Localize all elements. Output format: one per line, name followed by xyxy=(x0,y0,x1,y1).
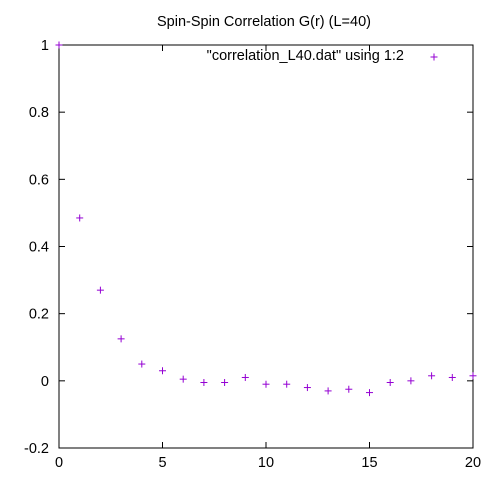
y-tick-label: 0 xyxy=(41,374,49,390)
data-point xyxy=(242,374,249,381)
data-point xyxy=(97,287,104,294)
data-points xyxy=(56,42,477,397)
chart-title: Spin-Spin Correlation G(r) (L=40) xyxy=(157,14,371,30)
x-tick-label: 10 xyxy=(258,455,274,471)
data-point xyxy=(428,372,435,379)
y-tick-label: 0.8 xyxy=(29,105,49,121)
data-point xyxy=(159,367,166,374)
legend-marker-plus xyxy=(431,54,438,61)
data-point xyxy=(283,381,290,388)
x-tick-label: 20 xyxy=(465,455,481,471)
legend-entry-label: "correlation_L40.dat" using 1:2 xyxy=(207,48,404,64)
legend: "correlation_L40.dat" using 1:2 xyxy=(207,48,438,64)
y-tick-label: 0.4 xyxy=(29,240,49,256)
data-point xyxy=(138,361,145,368)
data-point xyxy=(345,386,352,393)
data-point xyxy=(304,384,311,391)
data-point xyxy=(200,379,207,386)
data-point xyxy=(470,372,477,379)
y-axis-tick-labels: -0.2 0 0.2 0.4 0.6 0.8 1 xyxy=(24,38,49,457)
data-point xyxy=(263,381,270,388)
y-tick-label: 0.2 xyxy=(29,307,49,323)
y-tick-label: 1 xyxy=(41,38,49,54)
x-tick-label: 15 xyxy=(361,455,377,471)
data-point xyxy=(325,387,332,394)
legend-marker xyxy=(431,54,438,61)
data-point xyxy=(366,389,373,396)
x-axis-tick-labels: 0 5 10 15 20 xyxy=(55,455,481,471)
x-tick-label: 0 xyxy=(55,455,63,471)
data-point xyxy=(56,42,63,49)
y-tick-label: -0.2 xyxy=(24,441,49,457)
data-point xyxy=(76,214,83,221)
x-tick-label: 5 xyxy=(158,455,166,471)
y-tick-label: 0.6 xyxy=(29,172,49,188)
data-point xyxy=(449,374,456,381)
data-point xyxy=(118,335,125,342)
data-point xyxy=(387,379,394,386)
data-point xyxy=(221,379,228,386)
data-point xyxy=(180,376,187,383)
data-point xyxy=(407,377,414,384)
